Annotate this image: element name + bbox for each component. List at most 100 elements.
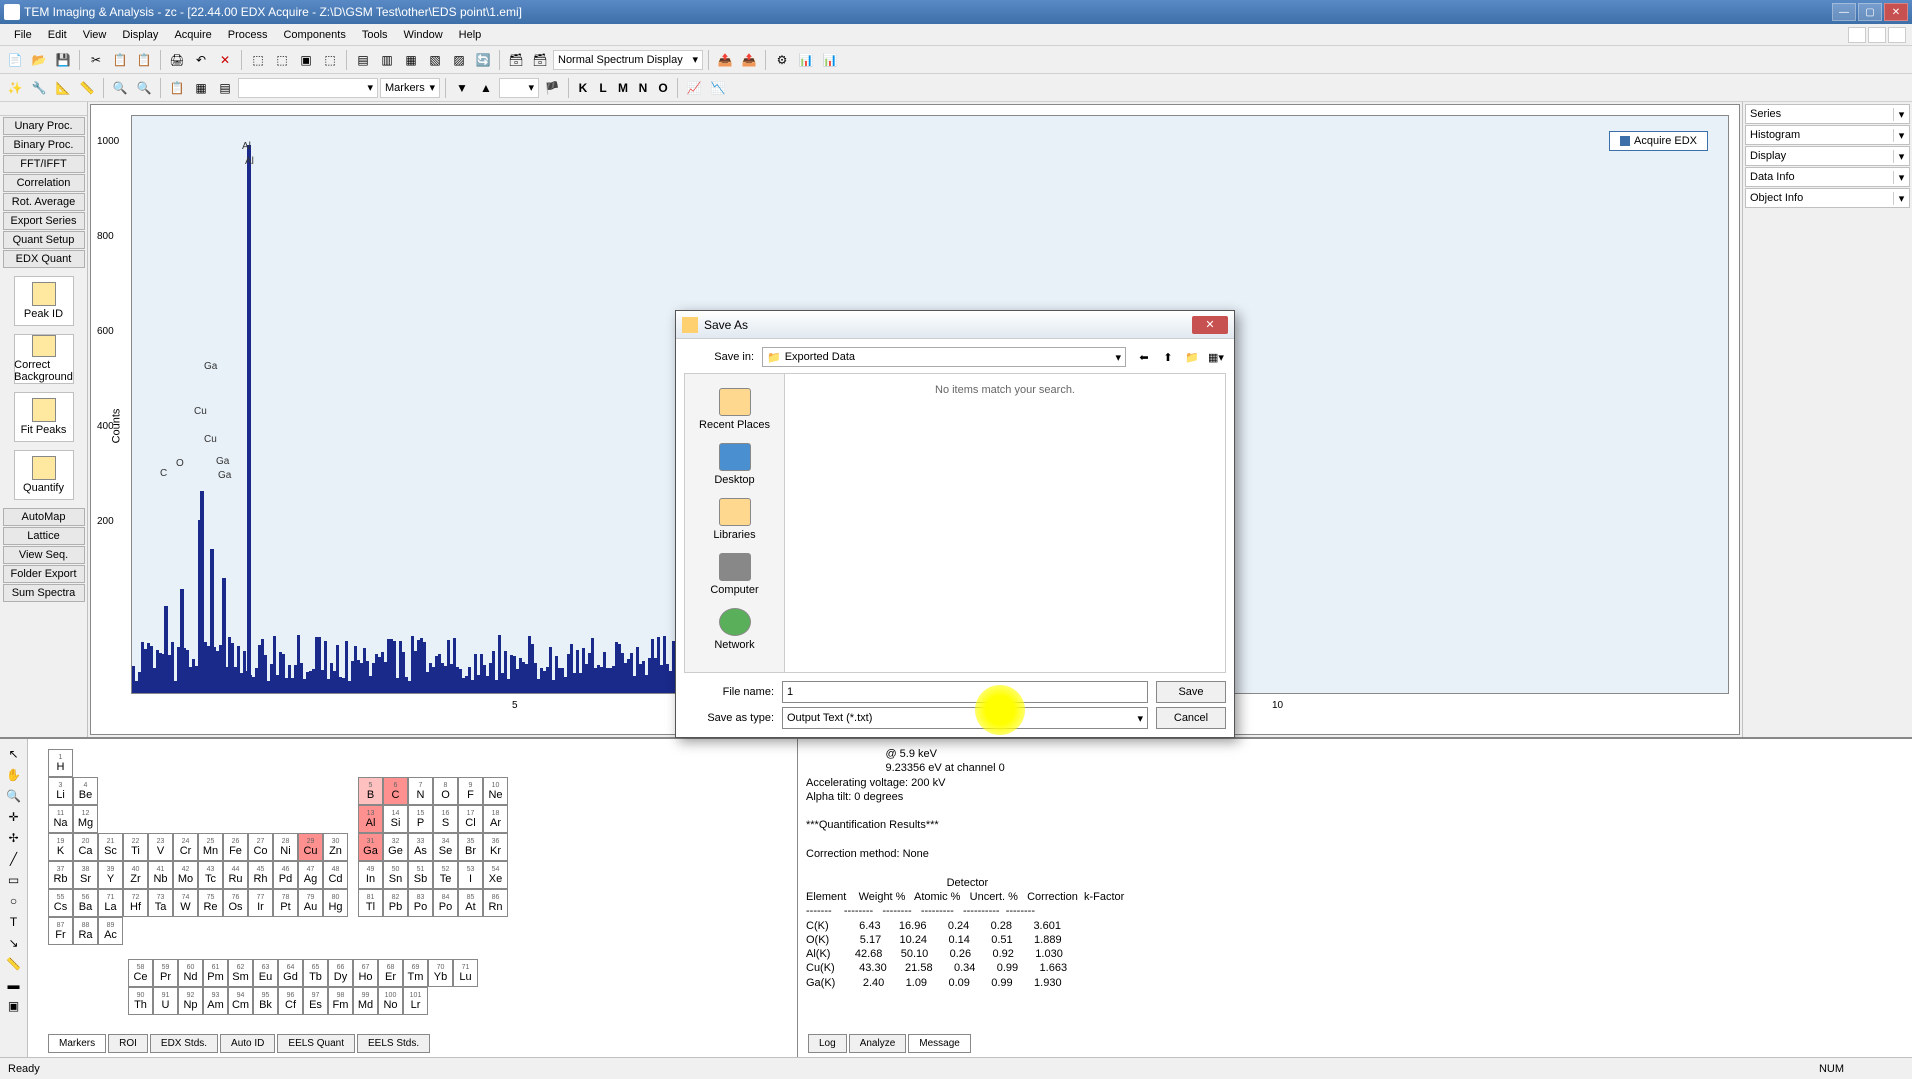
export-button-1[interactable]: 📤: [714, 49, 736, 71]
element-H[interactable]: 1H: [48, 749, 73, 777]
element-Pt[interactable]: 78Pt: [273, 889, 298, 917]
element-Hg[interactable]: 80Hg: [323, 889, 348, 917]
element-Po[interactable]: 83Po: [408, 889, 433, 917]
cancel-button[interactable]: Cancel: [1156, 707, 1226, 729]
element-Lr[interactable]: 101Lr: [403, 987, 428, 1015]
element-Cs[interactable]: 55Cs: [48, 889, 73, 917]
settings-button[interactable]: ⚙: [771, 49, 793, 71]
element-Zn[interactable]: 30Zn: [323, 833, 348, 861]
menu-view[interactable]: View: [75, 27, 115, 43]
pt-tab-markers[interactable]: Markers: [48, 1034, 106, 1053]
element-V[interactable]: 23V: [148, 833, 173, 861]
element-Ar[interactable]: 18Ar: [483, 805, 508, 833]
up-icon[interactable]: ⬆: [1158, 347, 1178, 367]
new-folder-icon[interactable]: 📁: [1182, 347, 1202, 367]
iconbtn-correct-background[interactable]: Correct Background: [14, 334, 74, 384]
lower-sum-spectra[interactable]: Sum Spectra: [3, 584, 85, 602]
proc-rot--average[interactable]: Rot. Average: [3, 193, 85, 211]
dialog-titlebar[interactable]: Save As ✕: [676, 311, 1234, 339]
minimize-button[interactable]: —: [1832, 3, 1856, 21]
element-O[interactable]: O: [654, 77, 672, 99]
chart-tool-2[interactable]: 📉: [707, 77, 729, 99]
pt-tab-eels-stds-[interactable]: EELS Stds.: [357, 1034, 430, 1053]
prop-display[interactable]: Display▾: [1745, 146, 1910, 166]
chart-tool-1[interactable]: 📈: [683, 77, 705, 99]
proc-quant-setup[interactable]: Quant Setup: [3, 231, 85, 249]
move-tool[interactable]: ✢: [3, 828, 25, 848]
element-M[interactable]: M: [614, 77, 632, 99]
element-Br[interactable]: 35Br: [458, 833, 483, 861]
zoom-button-1[interactable]: 🔍: [109, 77, 131, 99]
prop-histogram[interactable]: Histogram▾: [1745, 125, 1910, 145]
pt-tab-auto-id[interactable]: Auto ID: [220, 1034, 275, 1053]
cut-button[interactable]: ✂: [85, 49, 107, 71]
lower-folder-export[interactable]: Folder Export: [3, 565, 85, 583]
element-Dy[interactable]: 66Dy: [328, 959, 353, 987]
prop-object-info[interactable]: Object Info▾: [1745, 188, 1910, 208]
menu-tools[interactable]: Tools: [354, 27, 396, 43]
open-button[interactable]: 📂: [28, 49, 50, 71]
element-Cu[interactable]: 29Cu: [298, 833, 323, 861]
element-Ba[interactable]: 56Ba: [73, 889, 98, 917]
maximize-button[interactable]: ▢: [1858, 3, 1882, 21]
element-L[interactable]: L: [594, 77, 612, 99]
element-S[interactable]: 16S: [433, 805, 458, 833]
layout-button-5[interactable]: ▨: [448, 49, 470, 71]
element-U[interactable]: 91U: [153, 987, 178, 1015]
filename-input[interactable]: [782, 681, 1148, 703]
element-Tl[interactable]: 81Tl: [358, 889, 383, 917]
element-Ti[interactable]: 22Ti: [123, 833, 148, 861]
shape-tool[interactable]: ▬: [3, 975, 25, 995]
layout-button-1[interactable]: ▤: [352, 49, 374, 71]
element-O[interactable]: 8O: [433, 777, 458, 805]
element-Tm[interactable]: 69Tm: [403, 959, 428, 987]
filetype-dropdown[interactable]: Output Text (*.txt)▾: [782, 707, 1148, 729]
element-Os[interactable]: 76Os: [223, 889, 248, 917]
element-W[interactable]: 74W: [173, 889, 198, 917]
element-I[interactable]: 53I: [458, 861, 483, 889]
element-C[interactable]: 6C: [383, 777, 408, 805]
element-Xe[interactable]: 54Xe: [483, 861, 508, 889]
table-button[interactable]: ▤: [214, 77, 236, 99]
element-Si[interactable]: 14Si: [383, 805, 408, 833]
results-tab-message[interactable]: Message: [908, 1034, 971, 1053]
element-Rb[interactable]: 37Rb: [48, 861, 73, 889]
crosshair-tool[interactable]: ✛: [3, 807, 25, 827]
element-Yb[interactable]: 70Yb: [428, 959, 453, 987]
menu-process[interactable]: Process: [220, 27, 276, 43]
mdi-minimize-button[interactable]: [1848, 27, 1866, 43]
shape-tool-2[interactable]: ▣: [3, 996, 25, 1016]
db-button-2[interactable]: 🗃: [529, 49, 551, 71]
proc-export-series[interactable]: Export Series: [3, 212, 85, 230]
markers-dropdown[interactable]: Markers▾: [380, 78, 440, 98]
element-Sr[interactable]: 38Sr: [73, 861, 98, 889]
element-Ho[interactable]: 67Ho: [353, 959, 378, 987]
oval-tool[interactable]: ○: [3, 891, 25, 911]
menu-display[interactable]: Display: [114, 27, 166, 43]
place-network[interactable]: Network: [689, 602, 780, 657]
menu-help[interactable]: Help: [451, 27, 490, 43]
results-tab-log[interactable]: Log: [808, 1034, 847, 1053]
layout-button-4[interactable]: ▧: [424, 49, 446, 71]
element-Er[interactable]: 68Er: [378, 959, 403, 987]
element-Cm[interactable]: 94Cm: [228, 987, 253, 1015]
element-Fe[interactable]: 26Fe: [223, 833, 248, 861]
layout-button-3[interactable]: ▦: [400, 49, 422, 71]
prop-series[interactable]: Series▾: [1745, 104, 1910, 124]
mdi-restore-button[interactable]: [1868, 27, 1886, 43]
tool-button-1[interactable]: ⬚: [247, 49, 269, 71]
element-Fr[interactable]: 87Fr: [48, 917, 73, 945]
list-button[interactable]: 📋: [166, 77, 188, 99]
process-button-2[interactable]: 📐: [52, 77, 74, 99]
element-Th[interactable]: 90Th: [128, 987, 153, 1015]
element-N[interactable]: N: [634, 77, 652, 99]
ruler-tool[interactable]: 📏: [3, 954, 25, 974]
process-button-1[interactable]: 🔧: [28, 77, 50, 99]
element-K[interactable]: K: [574, 77, 592, 99]
element-P[interactable]: 15P: [408, 805, 433, 833]
line-tool[interactable]: ╱: [3, 849, 25, 869]
element-Ir[interactable]: 77Ir: [248, 889, 273, 917]
save-button[interactable]: Save: [1156, 681, 1226, 703]
element-F[interactable]: 9F: [458, 777, 483, 805]
element-Bk[interactable]: 95Bk: [253, 987, 278, 1015]
